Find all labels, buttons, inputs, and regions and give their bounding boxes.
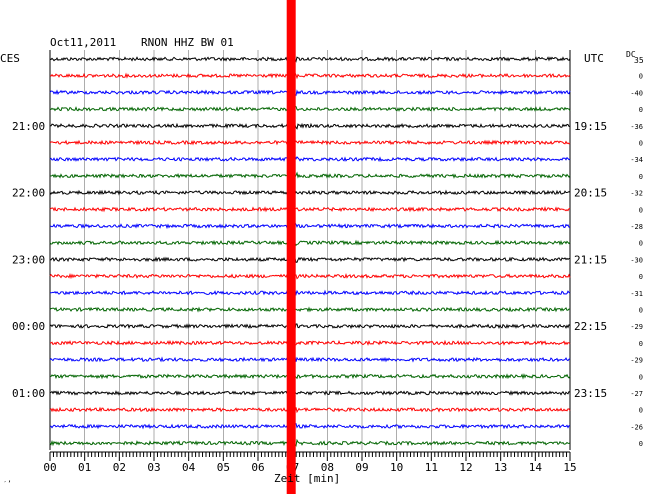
x-tick-label: 05 [217, 461, 230, 474]
x-tick-label: 15 [563, 461, 576, 474]
dc-offset-label: -40 [630, 89, 643, 97]
station-label: RNON HHZ BW 01 [141, 36, 234, 49]
left-timezone-label: CES [0, 52, 20, 65]
trace-4 [49, 105, 571, 113]
trace-7 [49, 155, 571, 163]
x-tick-label: 11 [425, 461, 438, 474]
event-marker [286, 0, 296, 494]
dc-offset-label: 0 [639, 206, 643, 214]
trace-10 [49, 205, 571, 213]
dc-offset-label: 0 [639, 140, 643, 148]
x-tick-label: 03 [147, 461, 160, 474]
dc-offset-label: 0 [639, 407, 643, 415]
x-tick-label: 12 [459, 461, 472, 474]
x-tick-label: 04 [182, 461, 196, 474]
dc-offset-labels: 0 -40 0 -36 0 -34 0 -32 0 -28 0 -30 0 -31 0 -29 0 -29 0 -27… [630, 73, 643, 448]
right-time-label: 23:15 [574, 387, 607, 400]
corner-mark: ′’ [3, 480, 11, 488]
dc-offset-label: -29 [630, 323, 643, 331]
trace-21 [49, 389, 571, 396]
x-tick-label: 02 [113, 461, 126, 474]
x-tick-label: 09 [355, 461, 368, 474]
trace-20 [49, 373, 571, 381]
trace-14 [49, 271, 571, 280]
trace-13 [49, 256, 571, 263]
right-time-label: 20:15 [574, 187, 607, 200]
left-time-label: 21:00 [12, 120, 45, 133]
x-tick-label: 13 [494, 461, 507, 474]
right-time-label: 21:15 [574, 253, 607, 266]
trace-2 [49, 71, 571, 80]
dc-offset-label: 0 [639, 373, 643, 381]
trace-24 [49, 438, 571, 448]
left-time-label: 23:00 [12, 253, 45, 266]
left-time-label: 22:00 [12, 187, 45, 200]
trace-3 [49, 88, 571, 97]
x-axis-label: Zeit [min] [274, 472, 340, 485]
trace-6 [49, 137, 571, 148]
dc-offset-label: 0 [639, 240, 643, 248]
trace-16 [49, 306, 571, 313]
trace-1 [49, 54, 571, 63]
dc-offset-label: -30 [630, 256, 643, 264]
x-tick-label: 08 [321, 461, 334, 474]
x-tick-label: 00 [43, 461, 56, 474]
dc-offset-label: -32 [630, 190, 643, 198]
date-label: Oct11,2011 [50, 36, 116, 49]
right-time-label: 19:15 [574, 120, 607, 133]
trace-11 [49, 221, 571, 231]
x-tick-label: 01 [78, 461, 91, 474]
left-time-label: 01:00 [12, 387, 45, 400]
right-time-labels: 19:15 20:15 21:15 22:15 23:15 [574, 120, 607, 400]
dc-offset-label: -29 [630, 357, 643, 365]
dc-offset-label: 0 [639, 440, 643, 448]
trace-19 [49, 355, 571, 365]
dc-offset-label: -36 [630, 123, 643, 131]
trace-23 [49, 422, 571, 430]
right-timezone-label: UTC [584, 52, 604, 65]
dc-offset-label: 0 [639, 340, 643, 348]
trace-17 [49, 323, 571, 330]
trace-15 [49, 288, 571, 297]
dc-first-value: 35 [634, 56, 644, 65]
trace-22 [49, 405, 571, 414]
trace-18 [49, 339, 571, 348]
dc-offset-label: -31 [630, 290, 643, 298]
dc-offset-label: -28 [630, 223, 643, 231]
trace-9 [49, 188, 571, 196]
dc-offset-label: -34 [630, 156, 643, 164]
x-axis: 00010203040506070809101112131415 [43, 451, 577, 474]
dc-offset-label: -26 [630, 423, 643, 431]
trace-lines [49, 54, 571, 448]
dc-offset-label: 0 [639, 273, 643, 281]
dc-offset-label: 0 [639, 307, 643, 315]
trace-12 [49, 239, 571, 247]
trace-5 [49, 122, 570, 131]
x-tick-label: 10 [390, 461, 403, 474]
dc-offset-label: 0 [639, 73, 643, 81]
left-time-label: 00:00 [12, 320, 45, 333]
trace-8 [49, 171, 571, 180]
right-time-label: 22:15 [574, 320, 607, 333]
dc-offset-label: -27 [630, 390, 643, 398]
dc-label: DC [626, 50, 636, 59]
dc-offset-label: 0 [639, 173, 643, 181]
minute-grid [49, 50, 571, 450]
x-tick-label: 14 [529, 461, 543, 474]
dc-offset-label: 0 [639, 106, 643, 114]
left-time-labels: 21:00 22:00 23:00 00:00 01:00 [12, 120, 45, 400]
x-tick-label: 06 [251, 461, 264, 474]
